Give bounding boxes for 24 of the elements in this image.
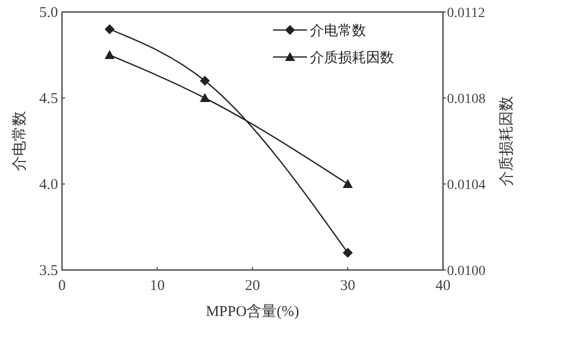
y-tick-label: 4.5 <box>39 91 58 107</box>
y2-tick-label: 0.0112 <box>447 6 485 21</box>
point <box>342 179 353 188</box>
x-tick-label: 30 <box>340 278 356 294</box>
x-axis-title: MPPO含量(%) <box>206 303 300 320</box>
x-tick-label: 0 <box>58 278 66 294</box>
y-tick-label: 4.0 <box>39 177 58 193</box>
y-tick-label: 5.0 <box>39 5 58 21</box>
y2-axis-title: 介质损耗因数 <box>498 96 515 186</box>
y2-tick-label: 0.0108 <box>447 92 486 107</box>
y2-tick-label: 0.0100 <box>447 264 486 279</box>
point <box>342 248 353 258</box>
point <box>200 93 210 102</box>
point <box>104 50 115 59</box>
x-tick-label: 20 <box>245 278 260 294</box>
y2-tick-label: 0.0104 <box>447 178 486 193</box>
x-tick-label: 40 <box>436 278 450 294</box>
point <box>104 24 115 34</box>
x-tick-label: 10 <box>150 278 165 294</box>
point <box>200 76 210 86</box>
legend-label: 介电常数 <box>310 23 366 39</box>
legend-label: 介质损耗因数 <box>310 50 394 66</box>
y-axis-title: 介电常数 <box>11 111 28 171</box>
y-tick-label: 3.5 <box>39 263 58 279</box>
